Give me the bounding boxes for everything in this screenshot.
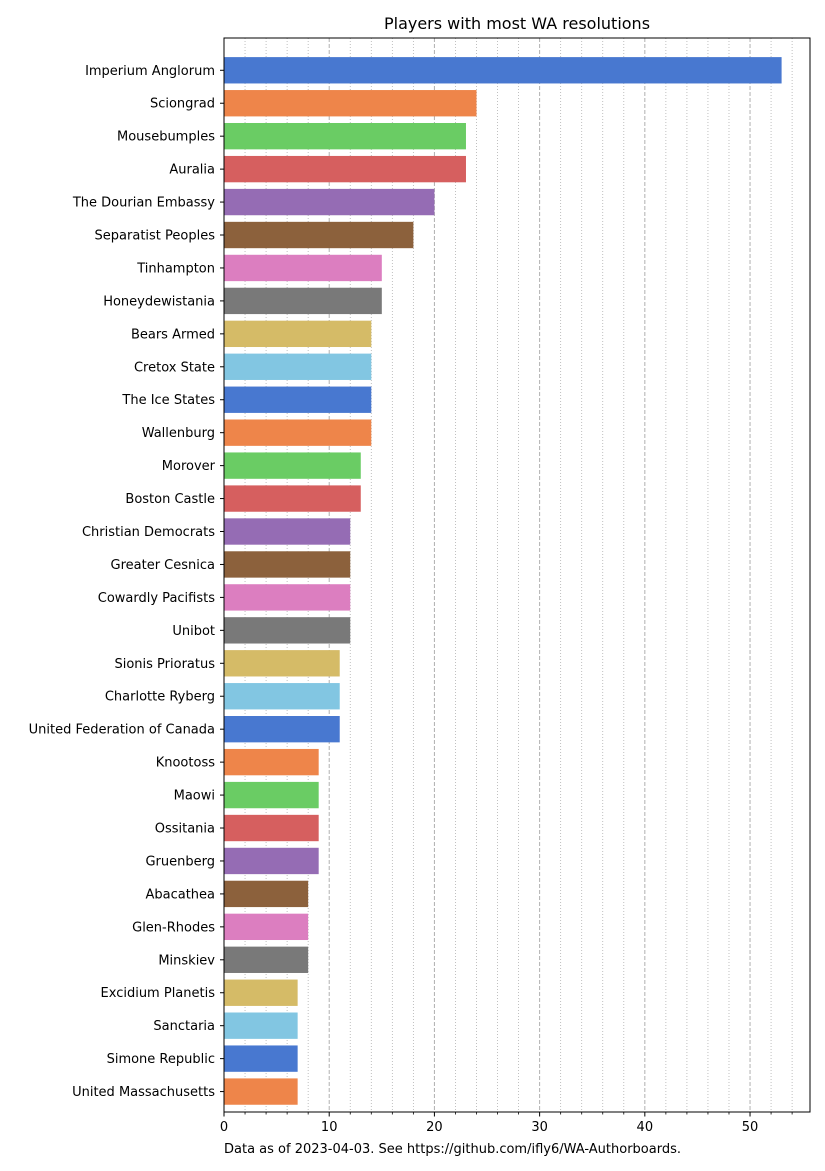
category-label: Honeydewistania <box>103 294 215 309</box>
category-label: Greater Cesnica <box>111 558 215 573</box>
bar <box>224 452 361 479</box>
plot-frame <box>223 37 811 1113</box>
category-label: Unibot <box>172 624 215 639</box>
category-label: Morover <box>162 459 216 474</box>
category-label: Bears Armed <box>131 327 215 342</box>
bar <box>224 913 309 941</box>
bar <box>224 1012 298 1039</box>
category-label: Sanctaria <box>153 1019 215 1034</box>
category-label: Ossitania <box>155 822 215 837</box>
x-tick-label: 10 <box>321 1120 338 1135</box>
category-label: Glen-Rhodes <box>132 920 215 935</box>
bar <box>224 946 309 973</box>
grid-lines <box>244 38 793 1112</box>
bar <box>224 57 782 84</box>
bar <box>224 122 466 150</box>
category-label: Abacathea <box>145 887 215 902</box>
bar <box>224 979 298 1006</box>
bar <box>224 419 372 446</box>
bar <box>224 847 319 875</box>
x-tick-label: 40 <box>637 1120 654 1135</box>
category-labels: Imperium Anglorum Sciongrad Mousebumples Au… <box>29 64 224 1100</box>
bar <box>224 221 414 249</box>
bar <box>224 617 351 644</box>
bar <box>224 90 477 117</box>
x-axis: 0 10 20 30 40 50 <box>220 1112 793 1135</box>
bar <box>224 781 319 809</box>
category-label: Separatist Peoples <box>95 229 216 244</box>
category-label: Maowi <box>174 789 215 804</box>
bar <box>224 485 361 512</box>
bar <box>224 748 319 776</box>
category-label: United Federation of Canada <box>29 723 215 738</box>
bar <box>224 1045 298 1072</box>
category-label: Boston Castle <box>125 492 215 507</box>
category-label: The Dourian Embassy <box>72 196 215 211</box>
bar <box>224 551 351 578</box>
bar <box>224 650 340 677</box>
x-tick-label: 30 <box>531 1120 548 1135</box>
x-tick-label: 20 <box>426 1120 443 1135</box>
category-label: Sciongrad <box>150 97 215 112</box>
bar <box>224 353 372 380</box>
bar <box>224 254 382 282</box>
category-label: Simone Republic <box>107 1052 215 1067</box>
bar <box>224 320 372 348</box>
category-label: Charlotte Ryberg <box>105 690 215 705</box>
category-label: United Massachusetts <box>72 1085 215 1100</box>
chart-title: Players with most WA resolutions <box>384 14 650 33</box>
bar <box>224 584 351 611</box>
category-label: Minskiev <box>158 953 215 968</box>
category-label: Tinhampton <box>136 261 215 276</box>
category-label: Mousebumples <box>117 130 215 145</box>
bar <box>224 188 435 216</box>
category-label: The Ice States <box>121 393 215 408</box>
category-label: Gruenberg <box>145 854 215 869</box>
bar <box>224 814 319 842</box>
bar <box>224 1078 298 1105</box>
category-label: Imperium Anglorum <box>85 64 215 79</box>
bar <box>224 518 351 545</box>
category-label: Auralia <box>169 163 215 178</box>
bar <box>224 155 466 183</box>
category-label: Excidium Planetis <box>101 986 216 1001</box>
bar <box>224 683 340 710</box>
category-label: Sionis Prioratus <box>114 657 215 672</box>
footnote: Data as of 2023-04-03. See https://githu… <box>224 1142 681 1157</box>
category-label: Cretox State <box>134 360 215 375</box>
category-label: Cowardly Pacifists <box>98 591 215 606</box>
bar <box>224 386 372 413</box>
category-label: Christian Democrats <box>82 525 215 540</box>
x-tick-label: 0 <box>220 1120 228 1135</box>
category-label: Wallenburg <box>142 426 215 441</box>
category-label: Knootoss <box>156 756 215 771</box>
x-tick-label: 50 <box>742 1120 759 1135</box>
bar <box>224 880 309 908</box>
bar <box>224 287 382 315</box>
bar <box>224 716 340 743</box>
bars <box>224 57 782 1105</box>
